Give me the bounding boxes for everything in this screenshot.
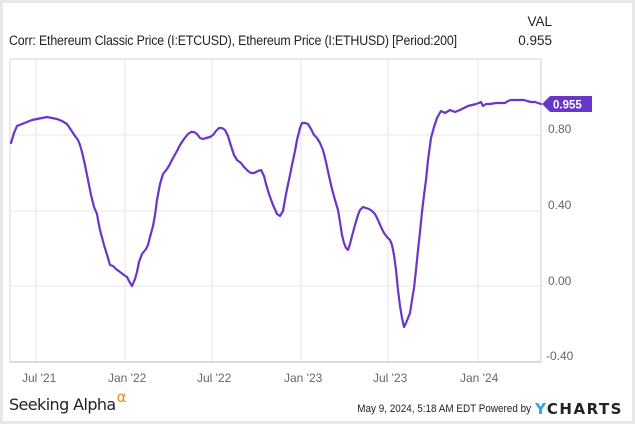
powered-by-text: Powered by: [478, 403, 532, 415]
ycharts-logo: YCHARTS: [535, 400, 623, 418]
chart-title: Corr: Ethereum Classic Price (I:ETCUSD),…: [9, 33, 457, 48]
alpha-symbol-icon: α: [116, 388, 127, 406]
x-tick-jul23: Jul '23: [373, 371, 408, 385]
legend-val-header: VAL: [527, 14, 552, 29]
x-tick-jul22: Jul '22: [197, 371, 232, 385]
last-value-flag: [542, 96, 592, 112]
last-value-label: 0.955: [553, 100, 582, 112]
timestamp: May 9, 2024, 5:18 AM EDT Powered by: [357, 403, 531, 415]
y-tick-0.00: 0.00: [548, 274, 572, 288]
seeking-alpha-logo: Seeking Alphaα: [9, 388, 127, 414]
ycharts-y-icon: Y: [535, 400, 547, 418]
y-tick-0.80: 0.80: [548, 122, 572, 136]
x-tick-jan23: Jan '23: [284, 371, 323, 385]
x-tick-jul21: Jul '21: [22, 371, 57, 385]
x-tick-jan22: Jan '22: [108, 371, 147, 385]
legend-val-value: 0.955: [518, 33, 552, 48]
v-gridlines: [35, 59, 479, 362]
seeking-alpha-wordmark: Seeking Alpha: [9, 395, 116, 414]
y-tick-neg-0.40: -0.40: [546, 349, 574, 363]
correlation-line: [9, 98, 543, 329]
y-tick-0.40: 0.40: [548, 198, 572, 212]
chart-card: [3, 3, 632, 421]
x-tick-jan24: Jan '24: [460, 371, 499, 385]
ycharts-wordmark: CHARTS: [546, 400, 623, 418]
timestamp-text: May 9, 2024, 5:18 AM EDT: [357, 403, 477, 415]
chart-footer: May 9, 2024, 5:18 AM EDT Powered by YCHA…: [338, 400, 623, 418]
